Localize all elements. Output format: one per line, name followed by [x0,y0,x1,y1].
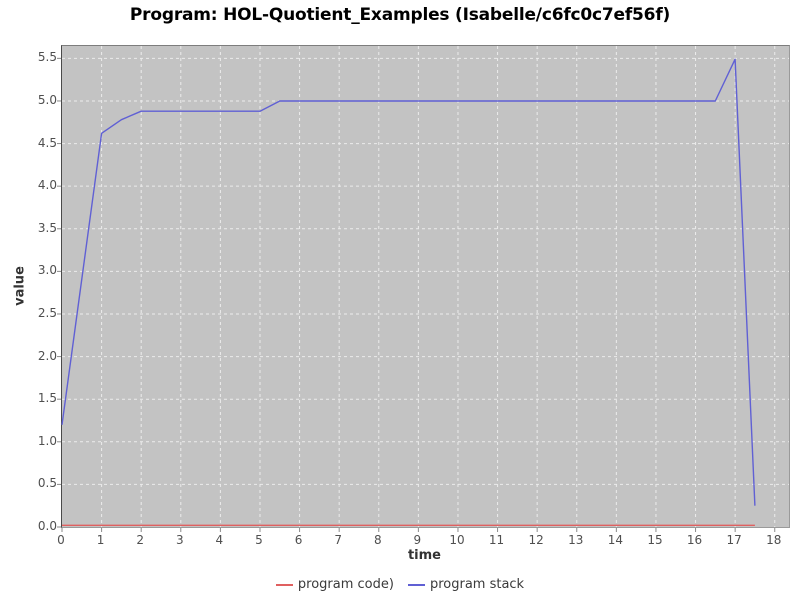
x-tick-label: 7 [334,533,342,547]
plot-area [57,45,790,532]
y-tick-label: 2.5 [37,305,57,320]
x-tick-label: 0 [57,533,65,547]
legend-label: program code) [297,577,394,592]
x-tick-label: 10 [449,533,465,547]
chart-title: Program: HOL-Quotient_Examples (Isabelle… [129,5,671,25]
x-tick-label: 9 [413,533,422,547]
y-tick-label: 0.0 [37,519,57,533]
x-tick-label: 4 [215,533,224,547]
legend-line-swatch [275,583,293,586]
y-tick-label: 3.0 [37,263,57,278]
y-tick-label: 5.5 [37,50,57,65]
x-tick-label: 8 [373,533,382,547]
y-tick-label: 2.0 [37,348,57,363]
x-tick-label: 18 [766,533,782,547]
x-tick-label: 12 [528,533,544,547]
y-tick-label: 4.0 [37,178,57,193]
y-tick-label: 0.5 [37,476,57,491]
x-tick-label: 15 [647,533,663,547]
x-tick-label: 16 [686,533,703,547]
y-tick-label: 1.5 [37,391,57,406]
legend-label: program stack [429,577,525,592]
y-tick-label: 3.5 [37,220,57,235]
y-tick-label: 4.5 [37,135,57,150]
series-line-program-stack [61,58,756,506]
x-tick-label: 5 [255,533,263,547]
legend-line-swatch [407,583,425,586]
x-tick-label: 13 [568,533,584,547]
legend-item: program code) [275,577,394,592]
x-axis-label: time [407,548,442,563]
legend-item: program stack [407,577,525,592]
x-tick-label: 11 [488,533,505,547]
x-tick-label: 3 [175,533,184,547]
plot-canvas [57,46,789,532]
x-tick-label: 14 [607,533,623,547]
x-tick-label: 1 [96,533,105,547]
legend: program code) program stack [0,577,800,592]
x-tick-label: 6 [294,533,303,547]
x-tick-label: 17 [726,533,742,547]
y-tick-label: 5.0 [37,92,57,107]
y-tick-label: 1.0 [37,433,57,448]
x-tick-label: 2 [136,533,145,547]
